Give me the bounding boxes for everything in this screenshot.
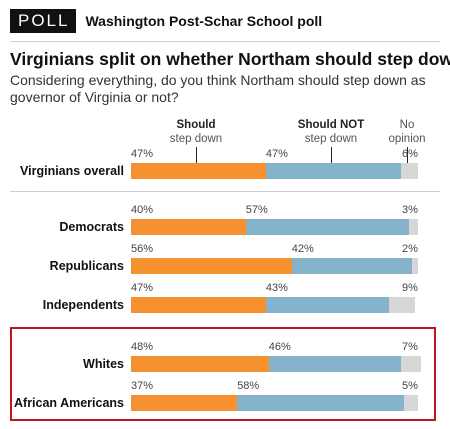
row-label-african-americans: African Americans xyxy=(14,396,124,410)
leader-should xyxy=(196,147,197,171)
bar-should-not-democrats xyxy=(245,219,410,235)
bar-no-opinion-virginians-overall xyxy=(400,163,418,179)
bar-no-opinion-democrats xyxy=(409,219,418,235)
bar-should-virginians-overall xyxy=(131,163,266,179)
value-label-should-not-republicans: 42% xyxy=(291,243,314,255)
chart-question: Considering everything, do you think Nor… xyxy=(10,72,426,105)
value-label-no-opinion-african-americans: 5% xyxy=(402,380,418,392)
legend-should-line2: step down xyxy=(169,133,223,145)
bar-should-independents xyxy=(131,297,266,313)
legend-should-not: Should NOT step down xyxy=(296,118,366,146)
leader-no-opinion xyxy=(407,147,408,171)
value-label-no-opinion-independents: 9% xyxy=(402,282,418,294)
bar-no-opinion-whites xyxy=(400,356,421,372)
value-label-no-opinion-republicans: 2% xyxy=(402,243,418,255)
separator-overall xyxy=(10,191,440,192)
bar-no-opinion-republicans xyxy=(412,258,418,274)
row-label-whites: Whites xyxy=(83,357,124,371)
value-label-should-not-african-americans: 58% xyxy=(237,380,260,392)
bar-should-not-independents xyxy=(265,297,390,313)
value-label-should-not-virginians-overall: 47% xyxy=(265,148,288,160)
bar-should-democrats xyxy=(131,219,246,235)
row-label-republicans: Republicans xyxy=(49,259,124,273)
value-label-should-african-americans: 37% xyxy=(131,380,154,392)
value-label-should-not-democrats: 57% xyxy=(245,204,268,216)
value-label-should-not-whites: 46% xyxy=(268,341,291,353)
top-rule xyxy=(10,41,440,42)
header: POLL Washington Post-Schar School poll xyxy=(10,8,322,34)
legend-no-opinion-line1: No xyxy=(399,119,415,131)
leader-should-not xyxy=(331,147,332,171)
value-label-no-opinion-virginians-overall: 6% xyxy=(402,148,418,160)
value-label-should-not-independents: 43% xyxy=(265,282,288,294)
legend-should: Should step down xyxy=(166,118,226,146)
row-label-democrats: Democrats xyxy=(59,220,124,234)
legend-should-not-line2: step down xyxy=(304,133,358,145)
value-label-should-republicans: 56% xyxy=(131,243,154,255)
bar-should-not-whites xyxy=(268,356,401,372)
bar-no-opinion-independents xyxy=(389,297,416,313)
bar-should-not-republicans xyxy=(291,258,413,274)
poll-source: Washington Post-Schar School poll xyxy=(85,13,323,29)
bar-no-opinion-african-americans xyxy=(403,395,418,411)
value-label-should-whites: 48% xyxy=(131,341,154,353)
legend-should-line1: Should xyxy=(176,119,216,131)
legend-should-not-line1: Should NOT xyxy=(297,119,365,131)
bar-should-african-americans xyxy=(131,395,238,411)
bar-should-not-virginians-overall xyxy=(265,163,401,179)
legend-no-opinion: No opinion xyxy=(385,118,429,146)
bar-should-republicans xyxy=(131,258,292,274)
row-label-virginians-overall: Virginians overall xyxy=(20,164,124,178)
chart-title: Virginians split on whether Northam shou… xyxy=(10,49,450,69)
value-label-should-independents: 47% xyxy=(131,282,154,294)
value-label-no-opinion-democrats: 3% xyxy=(402,204,418,216)
poll-badge: POLL xyxy=(10,9,77,33)
highlight-box xyxy=(10,327,436,421)
value-label-should-virginians-overall: 47% xyxy=(131,148,154,160)
row-label-independents: Independents xyxy=(42,298,124,312)
value-label-no-opinion-whites: 7% xyxy=(402,341,418,353)
legend-no-opinion-line2: opinion xyxy=(388,133,426,145)
bar-should-not-african-americans xyxy=(237,395,404,411)
bar-should-whites xyxy=(131,356,269,372)
value-label-should-democrats: 40% xyxy=(131,204,154,216)
